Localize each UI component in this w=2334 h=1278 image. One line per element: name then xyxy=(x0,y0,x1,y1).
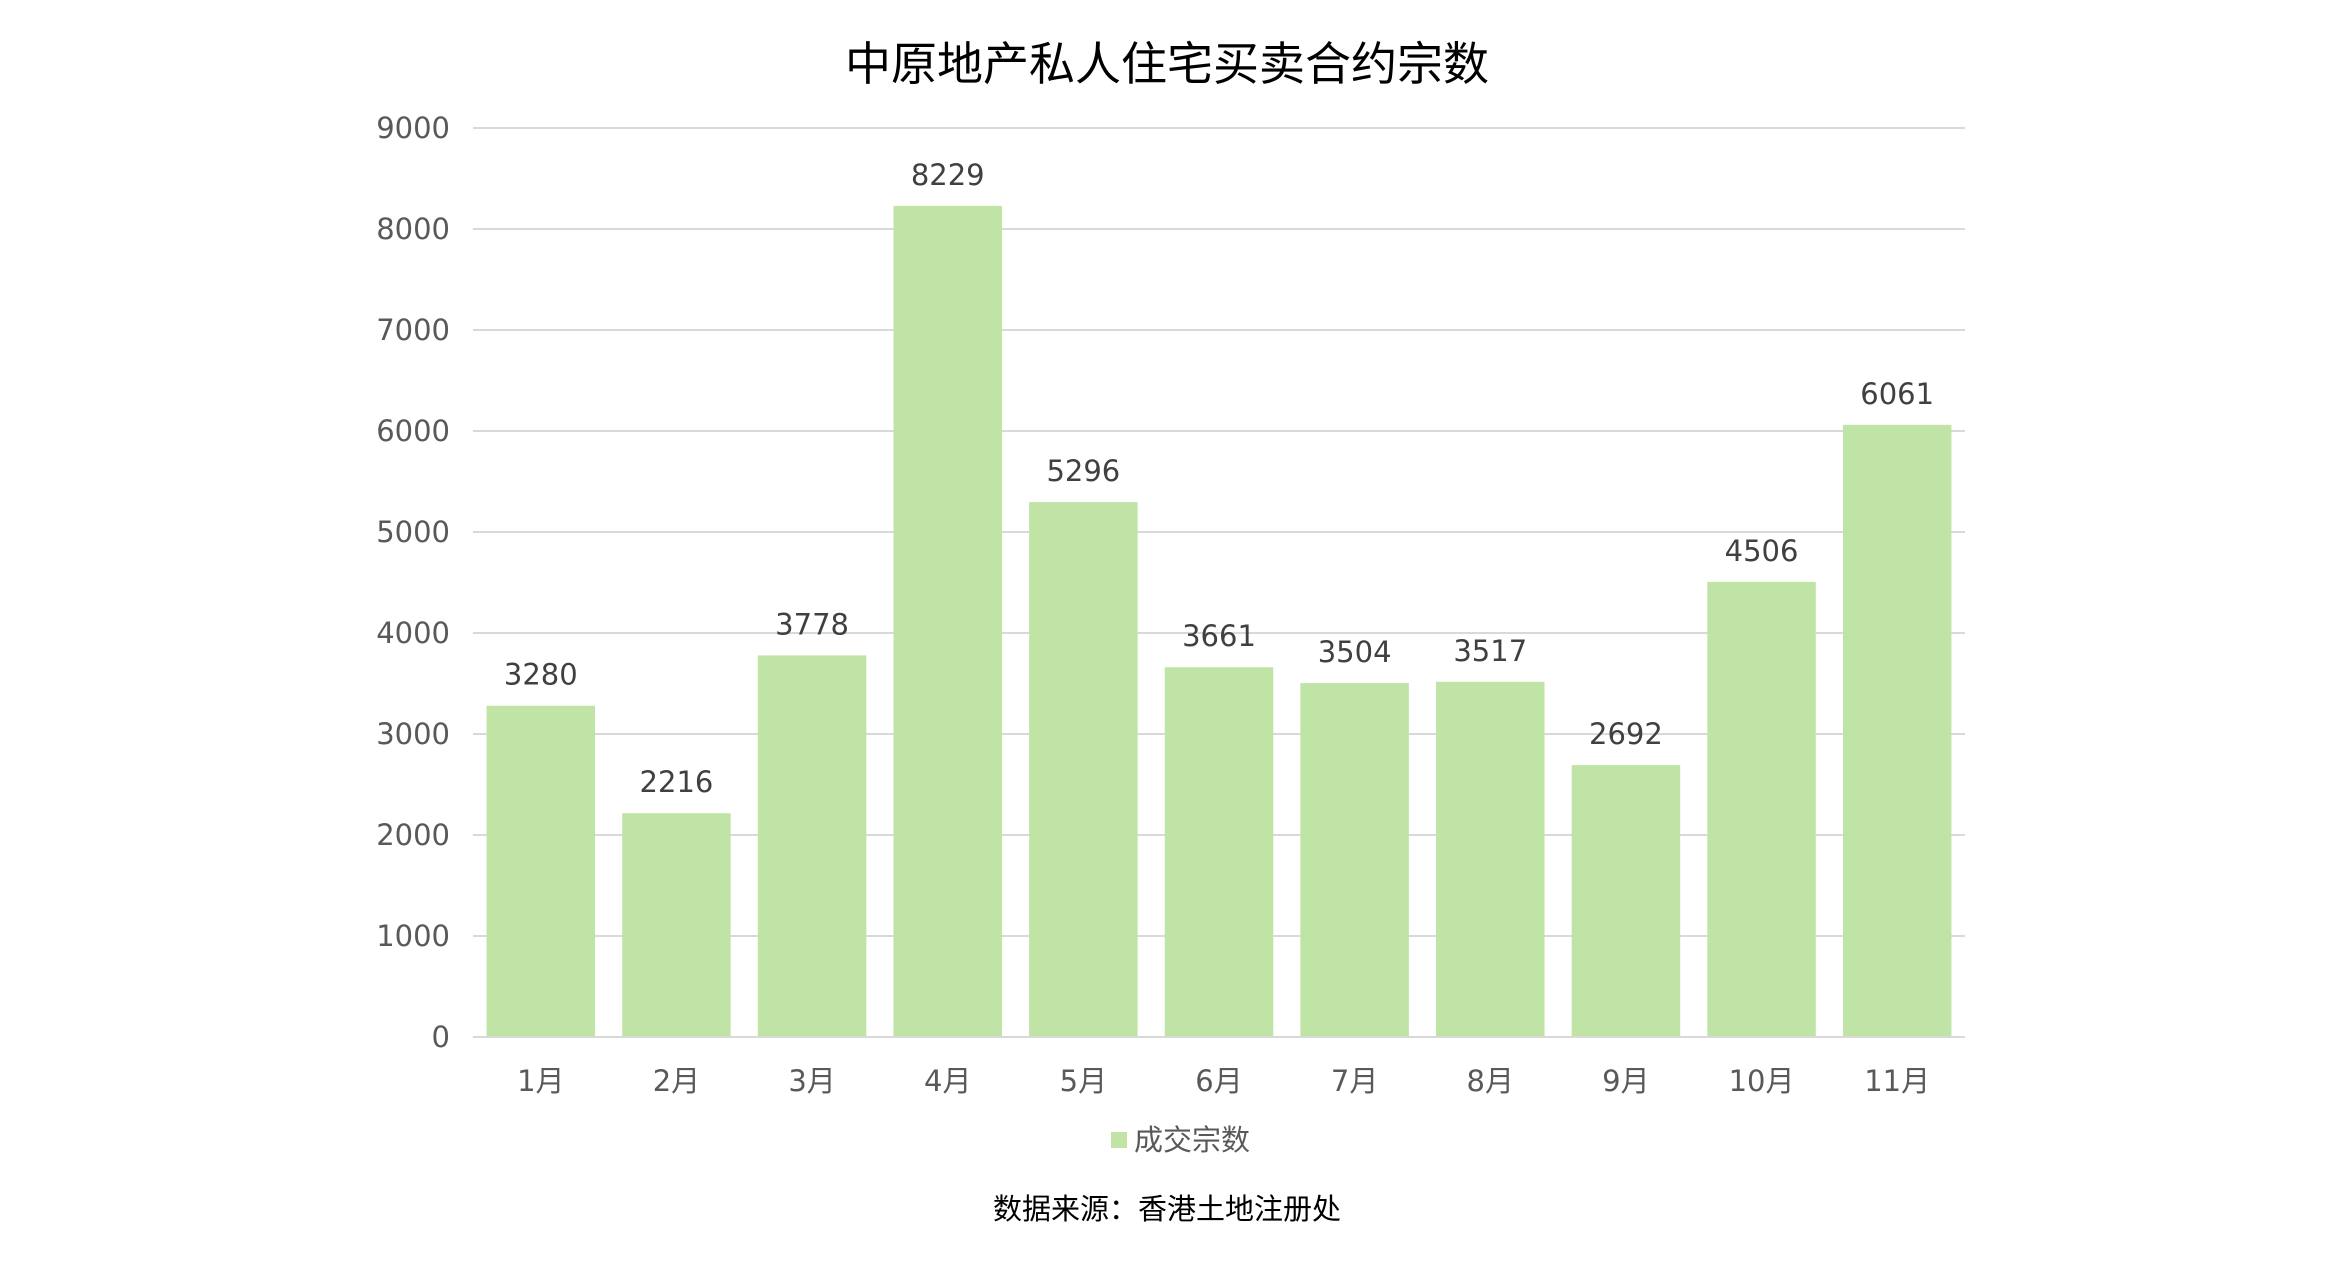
chart-title: 中原地产私人住宅买卖合约宗数 xyxy=(845,37,1489,91)
x-tick-label: 3月 xyxy=(788,1064,835,1098)
x-tick-label: 1月 xyxy=(517,1064,564,1098)
bar xyxy=(893,205,1002,1038)
x-tick-label: 4月 xyxy=(924,1064,971,1098)
bar xyxy=(1300,683,1409,1037)
x-tick-label: 11月 xyxy=(1864,1064,1930,1098)
y-tick-label: 6000 xyxy=(376,414,450,448)
y-axis-ticks: 0 1000 2000 3000 4000 5000 6000 7000 8000 9000 xyxy=(376,111,450,1054)
source-note: 数据来源：香港土地注册处 xyxy=(993,1192,1341,1226)
x-tick-label: 8月 xyxy=(1467,1064,1514,1098)
data-label: 3778 xyxy=(775,607,849,641)
data-label: 3280 xyxy=(504,658,578,692)
y-tick-label: 2000 xyxy=(376,818,450,852)
x-tick-label: 9月 xyxy=(1602,1064,1649,1098)
x-tick-label: 2月 xyxy=(653,1064,700,1098)
bars xyxy=(486,205,1952,1038)
data-label: 6061 xyxy=(1860,377,1934,411)
legend: 成交宗数 xyxy=(1111,1123,1250,1157)
x-tick-label: 7月 xyxy=(1331,1064,1378,1098)
y-tick-label: 7000 xyxy=(376,313,450,347)
bar xyxy=(757,655,867,1037)
bar xyxy=(1707,581,1816,1037)
data-label: 3504 xyxy=(1318,635,1392,669)
x-axis-ticks: 1月 2月 3月 4月 5月 6月 7月 8月 9月 10月 11月 xyxy=(517,1064,1930,1098)
y-tick-label: 4000 xyxy=(376,616,450,650)
data-labels: 3280 2216 3778 8229 5296 3661 3504 3517 2692 4506… xyxy=(504,158,1934,799)
y-tick-label: 0 xyxy=(432,1020,450,1054)
data-label: 2692 xyxy=(1589,717,1663,751)
bar xyxy=(1029,502,1138,1037)
y-tick-label: 5000 xyxy=(376,515,450,549)
data-label: 3661 xyxy=(1182,619,1256,653)
data-label: 2216 xyxy=(640,765,714,799)
legend-label: 成交宗数 xyxy=(1134,1123,1250,1157)
y-tick-label: 3000 xyxy=(376,717,450,751)
bar xyxy=(1164,667,1274,1037)
legend-swatch xyxy=(1111,1132,1127,1148)
bar xyxy=(1571,765,1681,1037)
y-tick-label: 1000 xyxy=(376,919,450,953)
bar xyxy=(1436,681,1545,1037)
data-label: 4506 xyxy=(1725,534,1799,568)
x-tick-label: 6月 xyxy=(1195,1064,1242,1098)
data-label: 8229 xyxy=(911,158,985,192)
x-tick-label: 10月 xyxy=(1729,1064,1795,1098)
data-label: 5296 xyxy=(1046,454,1120,488)
bar xyxy=(1842,424,1952,1037)
y-tick-label: 9000 xyxy=(376,111,450,145)
bar xyxy=(622,813,731,1037)
data-label: 3517 xyxy=(1453,634,1527,668)
bar xyxy=(486,705,596,1037)
x-tick-label: 5月 xyxy=(1060,1064,1107,1098)
y-tick-label: 8000 xyxy=(376,212,450,246)
